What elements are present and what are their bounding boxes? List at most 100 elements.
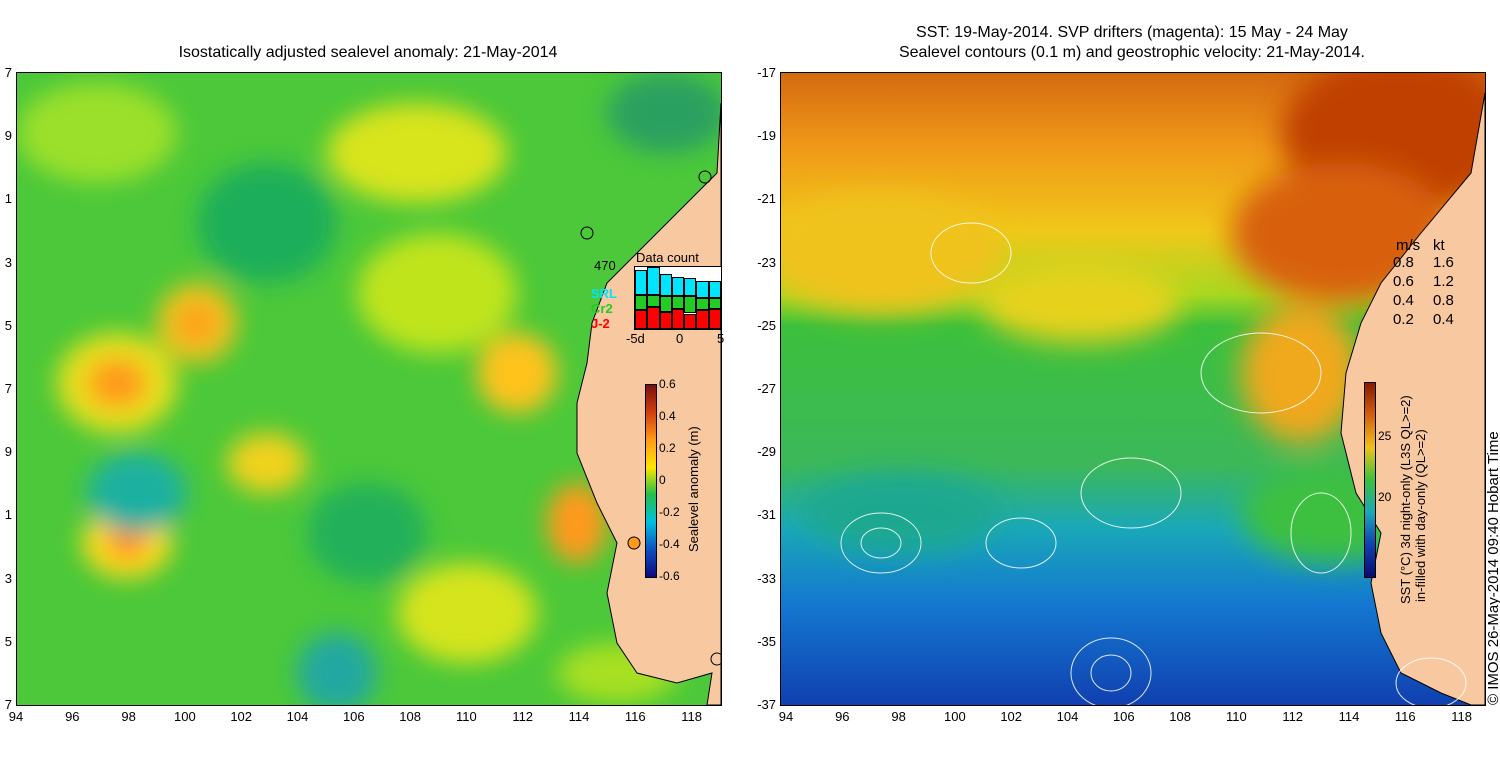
x-tick-label: 108 [399,709,421,724]
y-tick-label: 3 [4,254,12,270]
sst-colorbar-tick: 20 [1378,490,1392,504]
sealevel-colorbar-label: Sealevel anomaly (m) [686,426,701,552]
sst-colorbar-label: in-filled with day-only (QL>=2) [1413,429,1428,602]
data-count-bar-srl [647,267,660,295]
data-count-bar-j2 [647,307,660,329]
data-count-bar-j2 [684,313,697,329]
y-tick-label: 5 [4,317,12,333]
sst-colorbar-label: SST (°C) 3d night-only (L3S QL>=2) [1398,395,1413,604]
sealevel-contours [840,222,1467,705]
station-marker [710,652,721,666]
sealevel-colorbar-tick: 0 [659,473,666,487]
data-count-bar-j2 [671,309,685,329]
x-tick-label: 100 [944,709,966,724]
x-tick-label: 110 [456,709,477,724]
speed-legend-row: 1.6 [1433,254,1454,271]
x-tick-label: 110 [1226,709,1247,724]
speed-legend-header-ms: m/s [1396,237,1421,254]
y-tick-label: -27 [757,381,776,396]
y-tick-label: -25 [757,317,776,333]
data-count-bar-j2 [635,310,648,329]
x-tick-label: 94 [778,709,794,724]
data-count-bar-srl [696,280,709,298]
x-tick-label: 106 [342,709,365,724]
y-tick-label: 7 [4,65,12,80]
x-tick-label: 108 [1169,709,1191,724]
speed-legend-row: 0.8 [1393,254,1414,271]
x-tick-label: 94 [8,709,24,724]
sealevel-anomaly-map [16,72,722,706]
left-panel-title: Isostatically adjusted sealevel anomaly:… [178,44,558,61]
data-count-max: 470 [594,258,616,273]
x-tick-label: 112 [1282,709,1304,724]
data-count-bar-cr2 [659,296,672,312]
speed-legend-row: 1.2 [1433,273,1454,290]
sealevel-colorbar [645,384,657,578]
sealevel-colorbar-tick: -0.4 [659,537,680,551]
right-panel-title-line2: Sealevel contours (0.1 m) and geostrophi… [898,44,1365,61]
data-count-xtick: 0 [676,331,684,346]
y-tick-label: -35 [757,633,776,649]
y-tick-label: 9 [4,128,12,144]
y-tick-label: -31 [757,507,776,523]
x-tick-label: 116 [1394,709,1416,724]
sst-map [780,72,1486,706]
sealevel-colorbar-tick: 0.6 [659,377,676,391]
data-count-bar-srl [635,270,648,295]
sst-field [781,73,1485,705]
y-tick-label: 5 [4,633,12,649]
data-count-bar-srl [708,280,721,298]
x-tick-label: 112 [512,709,534,724]
data-count-bar-cr2 [696,298,709,311]
y-tick-label: -19 [757,128,776,144]
data-count-bar-srl [659,274,672,297]
speed-legend-row: 0.4 [1433,311,1454,328]
y-tick-label: 7 [4,697,12,712]
speed-legend-row: 0.6 [1393,273,1414,290]
x-tick-label: 116 [624,709,646,724]
sealevel-colorbar-tick: 0.4 [659,409,676,423]
x-tick-label: 114 [1338,709,1360,724]
x-tick-label: 102 [1000,709,1023,724]
legend-j2: J-2 [591,316,610,331]
sealevel-anomaly-field [17,73,721,705]
x-tick-label: 102 [230,709,253,724]
data-count-bar-srl [671,276,685,296]
data-count-bar-cr2 [684,296,697,314]
data-count-bar-cr2 [647,294,660,308]
credit-text: © IMOS 26-May-2014 09:40 Hobart Time [1485,431,1500,705]
x-tick-label: 104 [1056,709,1079,724]
station-marker [627,536,641,550]
y-tick-label: 1 [4,507,12,523]
data-count-title: Data count [636,250,699,265]
speed-legend-row: 0.8 [1433,292,1454,309]
y-tick-label: 3 [4,570,12,586]
x-tick-label: 118 [681,709,702,724]
sealevel-colorbar-tick: -0.2 [659,505,680,519]
y-tick-label: -29 [757,444,776,460]
x-tick-label: 98 [121,709,136,724]
y-tick-label: 1 [4,191,12,207]
x-tick-label: 114 [568,709,590,724]
y-tick-label: -17 [757,65,776,80]
x-tick-label: 100 [174,709,196,724]
speed-legend-row: 0.2 [1393,311,1414,328]
y-tick-label: -23 [757,254,776,270]
speed-legend-header-kt: kt [1433,237,1445,254]
data-count-bar-cr2 [708,298,721,310]
data-count-chart [634,266,722,330]
right-panel-title-line1: SST: 19-May-2014. SVP drifters (magenta)… [916,24,1348,41]
x-tick-label: 106 [1112,709,1135,724]
y-tick-label: -21 [757,191,776,207]
x-tick-label: 96 [65,709,80,724]
sealevel-colorbar-tick: -0.6 [659,569,680,583]
data-count-bar-j2 [696,310,709,329]
sst-colorbar-tick: 25 [1378,429,1392,443]
x-tick-label: 96 [835,709,850,724]
speed-legend-row: 0.4 [1393,292,1414,309]
legend-srl: SRL [591,286,617,301]
y-tick-label: 9 [4,444,12,460]
data-count-bar-j2 [708,309,721,329]
x-tick-label: 118 [1451,709,1472,724]
data-count-bar-cr2 [671,295,685,310]
